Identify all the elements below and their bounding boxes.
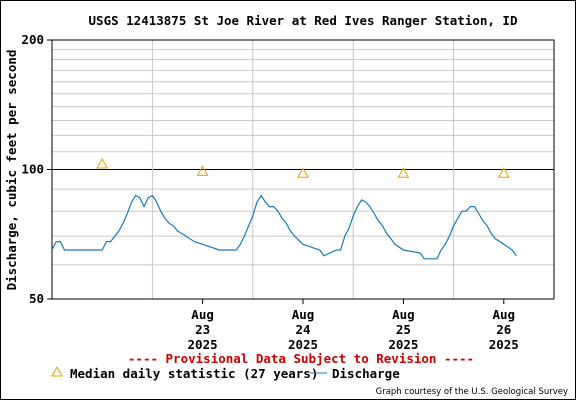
x-tick-label: Aug — [392, 307, 415, 322]
x-tick-label: 2025 — [388, 337, 418, 352]
median-point — [196, 165, 209, 176]
provisional-banner: ---- Provisional Data Subject to Revisio… — [128, 351, 474, 366]
median-point — [297, 167, 309, 178]
median-point — [96, 157, 109, 169]
x-tick-label: 24 — [295, 322, 310, 337]
x-axis: Aug232025Aug242025Aug252025Aug262025Aug2… — [188, 299, 519, 352]
x-tick-label: 23 — [195, 322, 210, 337]
grid-lines — [52, 40, 554, 299]
median-markers — [96, 157, 510, 178]
x-tick-label: Aug — [292, 307, 315, 322]
median-point — [397, 167, 410, 178]
y-tick-label: 50 — [29, 291, 44, 306]
y-axis-label: Discharge, cubic feet per second — [4, 50, 19, 291]
x-tick-label: 2025 — [188, 337, 218, 352]
x-tick-label: 26 — [496, 322, 511, 337]
chart-title: USGS 12413875 St Joe River at Red Ives R… — [89, 13, 518, 28]
credit-text: Graph courtesy of the U.S. Geological Su… — [376, 387, 568, 397]
x-tick-label: 25 — [396, 322, 411, 337]
legend-median-label: Median daily statistic (27 years) — [70, 366, 318, 381]
legend: Median daily statistic (27 years) Discha… — [51, 365, 400, 381]
y-tick-label: 100 — [21, 162, 44, 177]
legend-discharge-label: Discharge — [332, 366, 400, 381]
series-layer — [51, 194, 517, 260]
y-tick-label: 200 — [21, 32, 44, 47]
x-tick-label: Aug — [191, 307, 214, 322]
median-point — [497, 167, 510, 178]
y-axis: 50 100 200 — [21, 32, 52, 306]
series-line-discharge — [51, 194, 517, 260]
legend-median-triangle-icon — [51, 365, 63, 377]
x-tick-label: 2025 — [489, 337, 519, 352]
x-tick-label: 2025 — [288, 337, 318, 352]
x-tick-label: Aug — [493, 307, 516, 322]
